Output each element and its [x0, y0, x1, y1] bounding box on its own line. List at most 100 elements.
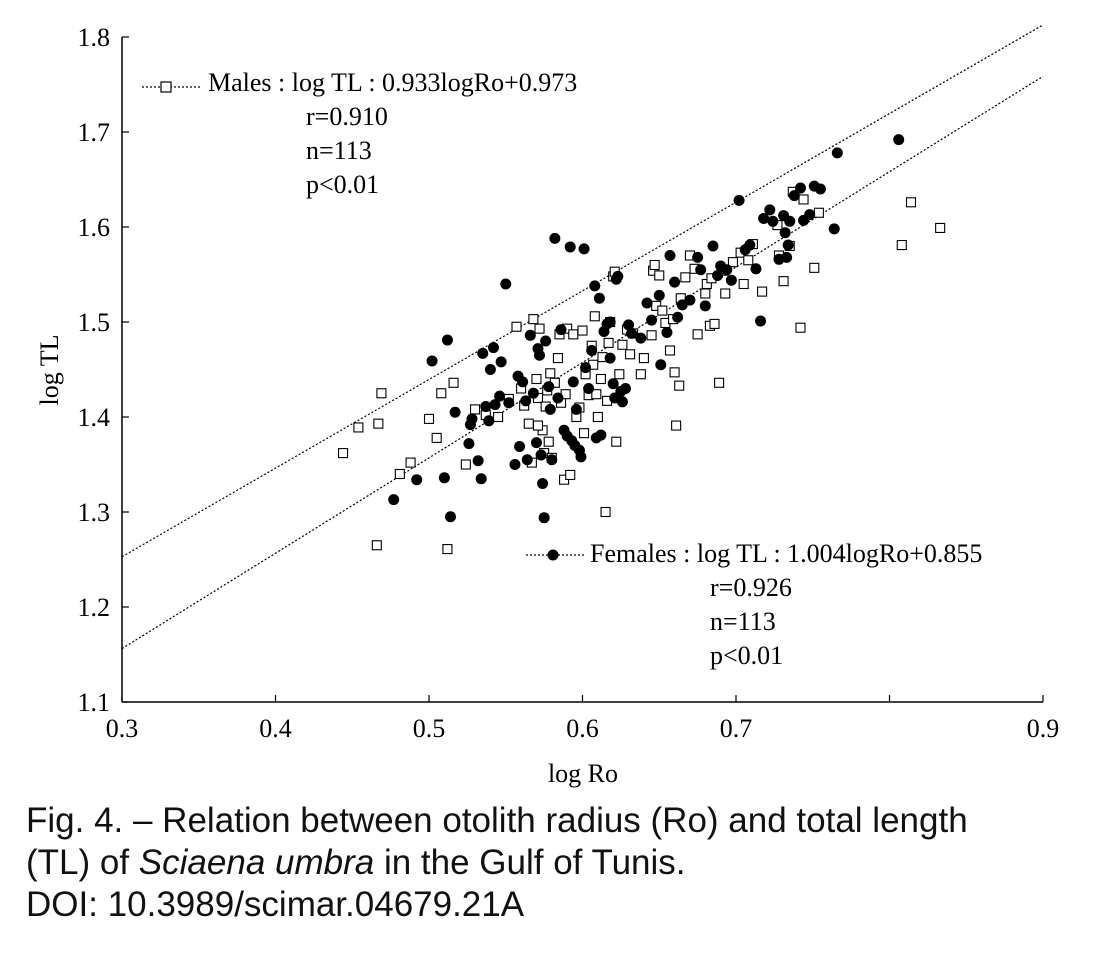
point-males — [714, 377, 725, 388]
point-females — [764, 204, 776, 216]
y-tick-label: 1.7 — [78, 118, 111, 147]
point-males — [646, 330, 657, 341]
point-females — [744, 239, 756, 251]
point-females — [444, 511, 456, 523]
point-females — [500, 278, 512, 290]
point-females — [449, 406, 461, 418]
point-males — [589, 311, 600, 322]
point-females — [575, 451, 587, 463]
point-males — [795, 322, 806, 333]
point-females — [540, 335, 552, 347]
point-females — [828, 223, 840, 235]
point-males — [671, 420, 682, 431]
point-females — [567, 376, 579, 388]
point-females — [655, 359, 667, 371]
point-males — [493, 411, 504, 423]
point-males — [423, 413, 435, 424]
x-tick-label: 0.7 — [720, 714, 753, 743]
point-males — [532, 420, 544, 431]
point-females — [750, 263, 762, 275]
x-axis-label: log Ro — [548, 759, 618, 788]
point-females — [546, 454, 558, 466]
males-r-value: r=0.910 — [306, 102, 388, 131]
point-males — [738, 278, 749, 290]
point-females — [612, 270, 624, 282]
point-males — [935, 222, 946, 233]
point-females — [544, 403, 556, 415]
y-tick-label: 1.4 — [78, 403, 111, 432]
point-females — [669, 276, 681, 288]
point-males — [664, 345, 676, 356]
point-males — [511, 321, 522, 332]
females-n-value: n=113 — [710, 607, 776, 636]
point-females — [893, 134, 905, 146]
point-females — [788, 190, 800, 202]
y-tick-label: 1.8 — [78, 23, 111, 52]
point-females — [495, 356, 507, 368]
x-tick-label: 0.4 — [259, 714, 292, 743]
point-females — [524, 329, 536, 341]
regression-line-males — [121, 24, 1044, 558]
point-females — [543, 381, 555, 393]
point-females — [767, 215, 779, 227]
point-females — [623, 319, 635, 331]
point-males — [565, 469, 576, 481]
x-tick-label: 0.5 — [413, 714, 446, 743]
scatter-chart: 1.1 1.2 1.3 1.4 1.5 1.6 1.7 1.8 0.3 0.4 0.5 0.6 0.7 0… — [35, 23, 1060, 788]
x-tick-label: 0.3 — [106, 714, 139, 743]
point-males — [635, 369, 646, 380]
point-males — [394, 468, 405, 480]
x-tick-label: 0.9 — [1027, 714, 1060, 743]
point-males — [460, 459, 471, 470]
point-males — [376, 388, 387, 399]
point-males — [528, 314, 539, 325]
point-females — [487, 342, 499, 354]
point-males — [436, 388, 447, 399]
point-females — [534, 349, 546, 361]
point-males — [757, 286, 768, 297]
point-males — [552, 353, 563, 364]
point-females — [411, 474, 423, 486]
point-males — [813, 207, 824, 218]
legend-males: Males : log TL : 0.933logRo+0.973 r=0.91… — [142, 68, 577, 199]
point-males — [591, 389, 602, 400]
point-females — [779, 227, 791, 239]
point-males — [649, 259, 660, 271]
point-males — [692, 329, 703, 340]
point-females — [509, 459, 521, 470]
point-females — [583, 383, 595, 394]
point-males — [680, 272, 691, 283]
point-females — [595, 429, 607, 441]
point-females — [604, 316, 616, 328]
point-males — [638, 353, 649, 364]
legend-females-name: Females : log TL : 1.004logRo+0.855 — [590, 539, 982, 568]
point-males — [809, 262, 820, 273]
point-males — [534, 323, 545, 334]
point-females — [494, 390, 506, 402]
point-females — [426, 355, 438, 367]
point-males — [611, 436, 622, 447]
x-tick-label: 0.6 — [566, 714, 599, 743]
point-males — [798, 194, 809, 205]
point-males — [595, 373, 606, 385]
point-females — [781, 251, 793, 263]
y-tick-label: 1.3 — [78, 498, 111, 527]
females-p-value: p<0.01 — [710, 641, 783, 670]
point-females — [570, 403, 582, 415]
point-males — [337, 448, 349, 459]
legend-males-marker — [160, 81, 172, 93]
caption-doi: DOI: 10.3989/scimar.04679.21A — [26, 885, 525, 924]
point-males — [371, 540, 382, 551]
point-males — [625, 349, 636, 360]
point-females — [695, 264, 707, 276]
point-males — [531, 373, 542, 385]
point-males — [617, 339, 628, 350]
figure-caption: Fig. 4. – Relation between otolith radiu… — [26, 800, 1096, 926]
point-males — [523, 418, 534, 429]
point-males — [405, 457, 416, 468]
y-axis-label: log TL — [35, 334, 64, 405]
point-females — [616, 396, 628, 408]
point-females — [755, 315, 767, 327]
point-males — [543, 436, 554, 447]
point-males — [469, 404, 481, 415]
